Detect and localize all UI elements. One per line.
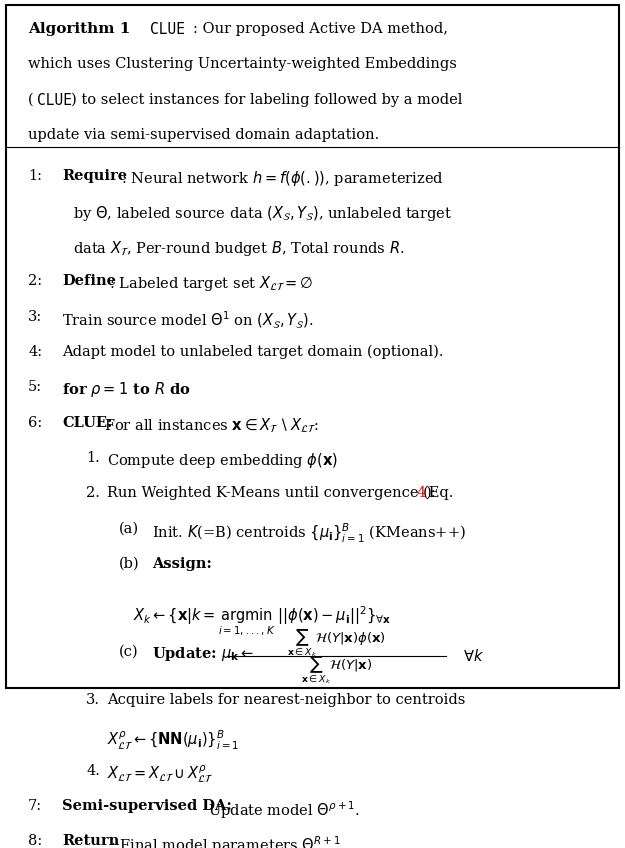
Text: Algorithm 1: Algorithm 1: [28, 22, 131, 36]
Text: 4:: 4:: [28, 345, 42, 359]
Text: $\sum_{\mathbf{x} \in X_k} \mathcal{H}(Y|\mathbf{x})$: $\sum_{\mathbf{x} \in X_k} \mathcal{H}(Y…: [301, 654, 372, 685]
Text: Adapt model to unlabeled target domain (optional).: Adapt model to unlabeled target domain (…: [62, 345, 444, 360]
FancyBboxPatch shape: [6, 5, 619, 689]
Text: ):: ):: [426, 486, 437, 500]
Text: : Our proposed Active DA method,: : Our proposed Active DA method,: [193, 22, 448, 36]
Text: (c): (c): [119, 644, 139, 659]
Text: CLUE: CLUE: [37, 92, 72, 108]
Text: 8:: 8:: [28, 834, 42, 848]
Text: $X_{\mathcal{L}\mathcal{T}} = X_{\mathcal{L}\mathcal{T}} \cup X_{\mathcal{L}\mat: $X_{\mathcal{L}\mathcal{T}} = X_{\mathca…: [107, 764, 214, 785]
Text: 1:: 1:: [28, 169, 42, 182]
Text: update via semi-supervised domain adaptation.: update via semi-supervised domain adapta…: [28, 128, 379, 142]
Text: CLUE:: CLUE:: [62, 416, 113, 430]
Text: 3.: 3.: [86, 693, 100, 707]
Text: 1.: 1.: [86, 451, 100, 465]
Text: Return: Return: [62, 834, 120, 848]
Text: data $X_\mathcal{T}$, Per-round budget $B$, Total rounds $R$.: data $X_\mathcal{T}$, Per-round budget $…: [73, 239, 404, 258]
Text: which uses Clustering Uncertainty-weighted Embeddings: which uses Clustering Uncertainty-weight…: [28, 58, 457, 71]
Text: Update: $\mu_\mathbf{k} \leftarrow$: Update: $\mu_\mathbf{k} \leftarrow$: [152, 644, 254, 663]
Text: Train source model $\Theta^1$ on $(X_\mathcal{S}, Y_\mathcal{S})$.: Train source model $\Theta^1$ on $(X_\ma…: [62, 310, 314, 331]
Text: (: (: [28, 92, 34, 107]
Text: : Neural network $h = f(\phi(.))$, parameterized: : Neural network $h = f(\phi(.))$, param…: [121, 169, 443, 187]
Text: 2:: 2:: [28, 275, 42, 288]
Text: : Labeled target set $X_{\mathcal{L}\mathcal{T}} = \emptyset$: : Labeled target set $X_{\mathcal{L}\mat…: [109, 275, 313, 293]
Text: 4: 4: [416, 486, 426, 500]
Text: For all instances $\mathbf{x} \in X_\mathcal{T} \setminus X_{\mathcal{L}\mathcal: For all instances $\mathbf{x} \in X_\mat…: [104, 416, 318, 433]
Text: ) to select instances for labeling followed by a model: ) to select instances for labeling follo…: [71, 92, 462, 107]
Text: by $\Theta$, labeled source data $(X_\mathcal{S}, Y_\mathcal{S})$, unlabeled tar: by $\Theta$, labeled source data $(X_\ma…: [73, 204, 452, 223]
Text: Assign:: Assign:: [152, 556, 212, 571]
Text: : Final model parameters $\Theta^{R+1}$.: : Final model parameters $\Theta^{R+1}$.: [110, 834, 346, 848]
Text: CLUE: CLUE: [150, 22, 185, 37]
Text: $X_{\mathcal{L}\mathcal{T}}^\rho \leftarrow \{\mathbf{NN}(\mu_\mathbf{i})\}_{i=1: $X_{\mathcal{L}\mathcal{T}}^\rho \leftar…: [107, 728, 239, 751]
Text: 6:: 6:: [28, 416, 42, 430]
Text: Compute deep embedding $\phi(\mathbf{x})$: Compute deep embedding $\phi(\mathbf{x})…: [107, 451, 339, 470]
Text: $\sum_{\mathbf{x} \in X_k} \mathcal{H}(Y|\mathbf{x})\phi(\mathbf{x})$: $\sum_{\mathbf{x} \in X_k} \mathcal{H}(Y…: [287, 627, 386, 659]
Text: 5:: 5:: [28, 380, 42, 394]
Text: 3:: 3:: [28, 310, 42, 324]
Text: (a): (a): [119, 522, 139, 535]
Text: Acquire labels for nearest-neighbor to centroids: Acquire labels for nearest-neighbor to c…: [107, 693, 466, 707]
Text: Run Weighted K-Means until convergence (Eq.: Run Weighted K-Means until convergence (…: [107, 486, 459, 500]
Text: 7:: 7:: [28, 799, 42, 813]
Text: Init. $K$(=B) centroids $\{\mu_\mathbf{i}\}_{i=1}^{B}$ (KMeans++): Init. $K$(=B) centroids $\{\mu_\mathbf{i…: [152, 522, 466, 544]
Text: Require: Require: [62, 169, 127, 182]
Text: $\forall k$: $\forall k$: [463, 648, 484, 664]
Text: Define: Define: [62, 275, 116, 288]
Text: $X_k \leftarrow \{\mathbf{x}|k = \underset{i=1,...,K}{\mathrm{argmin}}\ ||\phi(\: $X_k \leftarrow \{\mathbf{x}|k = \unders…: [133, 605, 392, 638]
Text: 2.: 2.: [86, 486, 100, 500]
Text: (b): (b): [119, 556, 140, 571]
Text: 4.: 4.: [86, 764, 100, 778]
Text: for $\rho = 1$ to $R$ do: for $\rho = 1$ to $R$ do: [62, 380, 191, 399]
Text: Update model $\Theta^{\rho+1}$.: Update model $\Theta^{\rho+1}$.: [208, 799, 360, 821]
Text: Semi-supervised DA:: Semi-supervised DA:: [62, 799, 232, 813]
